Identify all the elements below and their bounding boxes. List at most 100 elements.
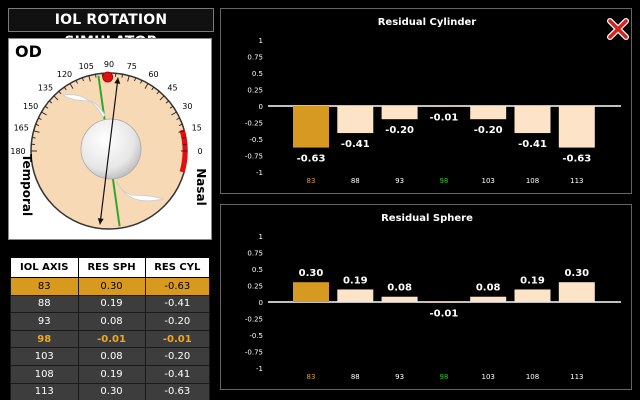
degree-label: 150	[23, 102, 38, 111]
cell-iol-axis: 83	[10, 277, 79, 296]
y-tick-label: 0.75	[247, 54, 263, 62]
y-tick-label: 0.5	[252, 70, 263, 78]
y-tick-label: -1	[256, 169, 263, 177]
eye-label: OD	[15, 42, 42, 61]
table-row[interactable]: 103 0.08 -0.20	[10, 347, 211, 366]
cell-iol-axis: 98	[10, 329, 79, 349]
nasal-label: Nasal	[194, 168, 208, 206]
category-label: 108	[526, 373, 539, 381]
dial-tick	[38, 117, 42, 120]
dial-tick	[165, 100, 170, 104]
table-row[interactable]: 113 0.30 -0.63	[10, 382, 211, 400]
cell-res-sph: 0.30	[77, 277, 146, 296]
category-label: 113	[570, 177, 583, 185]
bar	[425, 302, 462, 303]
y-tick-label: 0.75	[247, 250, 263, 258]
dial-tick	[176, 117, 180, 120]
category-label: 98	[439, 177, 448, 185]
category-label: 103	[482, 373, 495, 381]
app-title: IOL ROTATION SIMULATOR	[8, 8, 214, 50]
degree-label: 60	[148, 70, 158, 79]
chart-title: Residual Cylinder	[378, 17, 477, 28]
bar-value-label: 0.08	[476, 283, 501, 294]
dial-tick	[140, 80, 143, 84]
dial-tick	[159, 95, 165, 101]
category-label: 88	[351, 177, 360, 185]
bar	[293, 282, 329, 302]
close-button[interactable]	[606, 17, 630, 41]
bar	[514, 106, 551, 134]
dial-tick	[144, 83, 149, 89]
dial-tick	[169, 105, 174, 109]
dial-tick	[63, 86, 67, 91]
bar	[293, 106, 329, 148]
cell-res-sph: 0.08	[77, 312, 146, 331]
bar-value-label: 0.08	[387, 283, 412, 294]
degree-label: 45	[167, 83, 177, 92]
target-axis-line	[99, 77, 119, 225]
close-x-icon[interactable]	[606, 17, 630, 41]
header-res-sph: RES SPH	[77, 257, 146, 278]
degree-label: 90	[104, 60, 114, 69]
degree-label: 15	[192, 123, 202, 132]
table-row[interactable]: 83 0.30 -0.63	[10, 277, 211, 296]
dial-tick	[58, 90, 62, 95]
y-tick-label: 0.5	[252, 266, 263, 274]
y-tick-label: -0.5	[249, 136, 263, 144]
table-row[interactable]: 93 0.08 -0.20	[10, 312, 211, 331]
bar	[470, 296, 507, 302]
bar	[381, 106, 418, 120]
cell-iol-axis: 103	[10, 347, 79, 366]
iol-haptic-bottom	[116, 180, 165, 202]
dial-tick	[69, 83, 74, 89]
category-label: 83	[307, 177, 316, 185]
cell-iol-axis: 88	[10, 294, 79, 314]
degree-label: 135	[38, 83, 53, 92]
y-tick-label: -0.25	[245, 120, 263, 128]
cell-iol-axis: 108	[10, 364, 79, 384]
bar	[558, 282, 595, 302]
cell-res-sph: -0.01	[77, 329, 146, 349]
category-label: 113	[570, 373, 583, 381]
cell-res-sph: 0.08	[77, 347, 146, 366]
degree-label: 120	[57, 70, 72, 79]
dial-tick	[53, 95, 59, 101]
cell-res-cyl: -0.01	[144, 329, 211, 349]
degree-label: 30	[182, 102, 192, 111]
bar	[425, 106, 462, 107]
bar-value-label: -0.63	[562, 154, 591, 165]
iol-optic	[80, 118, 142, 180]
bar-value-label: -0.20	[474, 125, 503, 136]
dial-tick	[151, 86, 155, 91]
iol-dial-panel[interactable]: 0 15 30 45 60 75 90 105 120 135 150 165 180 Temporal N…	[8, 38, 212, 240]
y-tick-label: -0.25	[245, 316, 263, 324]
table-row[interactable]: 88 0.19 -0.41	[10, 294, 211, 314]
cell-res-sph: 0.19	[77, 364, 146, 384]
bar-value-label: 0.19	[520, 275, 545, 286]
degree-label: 180	[10, 147, 25, 156]
iol-haptic-top	[61, 93, 106, 118]
dial-tick	[156, 90, 160, 95]
dial-tick	[35, 123, 40, 126]
dial-tick	[75, 80, 78, 84]
bar-value-label: 0.30	[564, 268, 589, 279]
cell-iol-axis: 113	[10, 382, 79, 400]
cell-res-cyl: -0.20	[144, 347, 211, 366]
y-tick-label: 0	[259, 103, 263, 111]
table-row[interactable]: 108 0.19 -0.41	[10, 364, 211, 384]
header-res-cyl: RES CYL	[144, 257, 211, 278]
dial-tick	[32, 137, 36, 139]
cell-iol-axis: 93	[10, 312, 79, 331]
table-row[interactable]: 98 -0.01 -0.01	[10, 329, 211, 349]
bar	[337, 106, 374, 134]
header-iol-axis: IOL AXIS	[10, 257, 79, 278]
iol-axis-table: IOL AXIS RES SPH RES CYL 83 0.30 -0.63 8…	[10, 257, 211, 400]
bar-value-label: -0.20	[385, 125, 414, 136]
bar-value-label: -0.41	[518, 139, 547, 150]
y-tick-label: 0.25	[247, 283, 263, 291]
category-label: 88	[351, 373, 360, 381]
bar-value-label: -0.41	[341, 139, 370, 150]
category-label: 83	[307, 373, 316, 381]
bar-value-label: 0.30	[299, 268, 324, 279]
